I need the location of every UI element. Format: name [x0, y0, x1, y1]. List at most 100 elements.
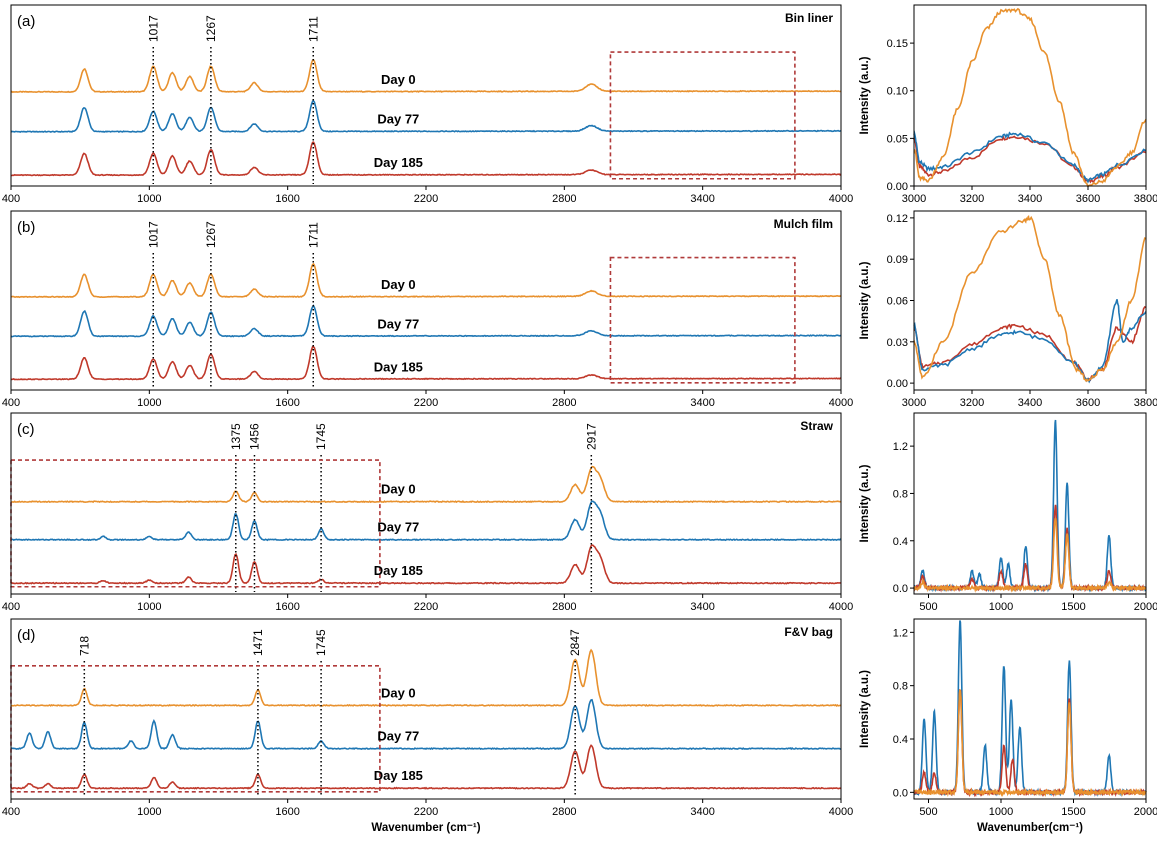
panel-c: 1375 1456 1745 2917 Day 0 Day 77 Day 185 Straw (…: [2, 419, 853, 613]
x-tick-label: 400: [2, 806, 20, 818]
peak-label: 1745: [314, 423, 328, 450]
x-axis-label: Wavenumber (cm⁻¹): [371, 822, 480, 834]
x-tick-label: 400: [2, 601, 20, 613]
y-tick-label: 1.2: [893, 441, 908, 453]
inset-spectrum-line: [913, 419, 1147, 593]
x-tick-label: 2000: [1134, 806, 1157, 818]
x-tick-label: 3400: [1018, 397, 1042, 409]
peak-label: 1456: [247, 423, 261, 450]
inset-spectrum-line: [913, 214, 1147, 383]
x-tick-label: 2800: [552, 397, 576, 409]
spectrum-line: [11, 141, 842, 177]
y-axis-label: Intensity (a.u.): [859, 261, 871, 339]
spectrum-line: [10, 698, 842, 751]
x-tick-label: 4000: [829, 806, 853, 818]
y-tick-label: 0.10: [887, 86, 908, 98]
plot-frame: [10, 412, 842, 595]
day-label: Day 185: [374, 155, 423, 170]
day-label: Day 0: [381, 72, 416, 87]
x-tick-label: 3800: [1134, 193, 1157, 205]
zoom-region-box: [609, 256, 796, 384]
x-tick-label: 3000: [902, 193, 926, 205]
panel-a: 1017 1267 1711 Day 0 Day 77 Day 185 Bin liner (…: [2, 11, 853, 205]
peak-label: 1017: [146, 15, 160, 42]
peak-label: 1745: [314, 629, 328, 656]
zoom-region-box: [10, 664, 381, 793]
x-tick-label: 3400: [1018, 193, 1042, 205]
day-label: Day 0: [381, 685, 416, 700]
panel-title: Bin liner: [785, 11, 833, 25]
inset-b-inset: 3000 3200 3400 3600 3800 0.00 0.03 0.06 0.09 0.12…: [859, 213, 1157, 409]
x-tick-label: 1000: [989, 601, 1013, 613]
day-label: Day 185: [374, 359, 423, 374]
zoom-region-box: [10, 459, 381, 588]
x-tick-label: 400: [2, 193, 20, 205]
day-label: Day 77: [377, 729, 419, 744]
plot-frame: [10, 4, 842, 187]
zoom-region-box: [609, 51, 796, 180]
y-tick-label: 0.06: [887, 296, 908, 308]
day-label: Day 77: [377, 316, 419, 331]
inset-spectrum-line: [913, 7, 1147, 188]
peak-label: 1471: [251, 629, 265, 656]
inset-frame: [913, 210, 1147, 391]
x-tick-label: 1000: [989, 806, 1013, 818]
y-tick-label: 0.05: [887, 133, 908, 145]
day-label: Day 77: [377, 112, 419, 127]
x-tick-label: 3200: [960, 193, 984, 205]
x-tick-label: 1000: [137, 601, 161, 613]
y-tick-label: 0.00: [887, 378, 908, 390]
panel-title: F&V bag: [784, 625, 833, 639]
y-tick-label: 0.12: [887, 213, 908, 225]
inset-spectrum-line: [913, 620, 1147, 798]
panel-title: Straw: [800, 419, 833, 433]
peak-label: 2847: [568, 629, 582, 656]
x-tick-label: 400: [2, 397, 20, 409]
inset-frame: [913, 4, 1147, 187]
x-tick-label: 1600: [275, 601, 299, 613]
x-tick-label: 4000: [829, 193, 853, 205]
y-axis-label: Intensity (a.u.): [859, 670, 871, 748]
x-tick-label: 3600: [1076, 397, 1100, 409]
x-tick-label: 3400: [690, 601, 714, 613]
x-tick-label: 1000: [137, 806, 161, 818]
x-tick-label: 1000: [137, 397, 161, 409]
inset-spectrum-line: [913, 517, 1147, 593]
inset-c-inset: 500 1000 1500 2000 0.0 0.4 0.8 1.2 Intensity (a.…: [859, 419, 1157, 613]
day-label: Day 185: [374, 768, 423, 783]
x-tick-label: 500: [919, 806, 937, 818]
panel-letter: (a): [17, 13, 35, 30]
y-tick-label: 0.8: [893, 681, 908, 693]
peak-label: 1375: [229, 423, 243, 450]
y-tick-label: 0.0: [893, 787, 908, 799]
x-axis-label: Wavenumber(cm⁻¹): [977, 822, 1083, 834]
x-tick-label: 3400: [690, 806, 714, 818]
peak-label: 718: [77, 636, 91, 656]
peak-label: 1267: [204, 221, 218, 248]
inset-spectrum-line: [913, 130, 1147, 184]
plot-frame: [10, 618, 842, 800]
day-label: Day 0: [381, 482, 416, 497]
x-tick-label: 3800: [1134, 397, 1157, 409]
spectrum-line: [10, 345, 842, 381]
x-tick-label: 3000: [902, 397, 926, 409]
panel-title: Mulch film: [774, 217, 833, 231]
y-tick-label: 0.4: [893, 734, 908, 746]
x-tick-label: 1600: [275, 806, 299, 818]
inset-spectrum-line: [913, 299, 1147, 384]
x-tick-label: 1500: [1061, 601, 1085, 613]
x-tick-label: 500: [919, 601, 937, 613]
y-axis-label: Intensity (a.u.): [859, 464, 871, 542]
spectrum-line: [10, 304, 842, 338]
y-tick-label: 0.0: [893, 583, 908, 595]
y-tick-label: 0.00: [887, 181, 908, 193]
y-tick-label: 0.09: [887, 254, 908, 266]
x-tick-label: 4000: [829, 397, 853, 409]
x-tick-label: 2200: [414, 397, 438, 409]
peak-label: 1711: [306, 222, 320, 248]
x-tick-label: 1500: [1061, 806, 1085, 818]
inset-a-inset: 3000 3200 3400 3600 3800 0.00 0.05 0.10 0.15 Inte…: [859, 7, 1157, 205]
inset-spectrum-line: [913, 504, 1147, 593]
day-label: Day 185: [374, 563, 423, 578]
inset-frame: [913, 412, 1147, 595]
